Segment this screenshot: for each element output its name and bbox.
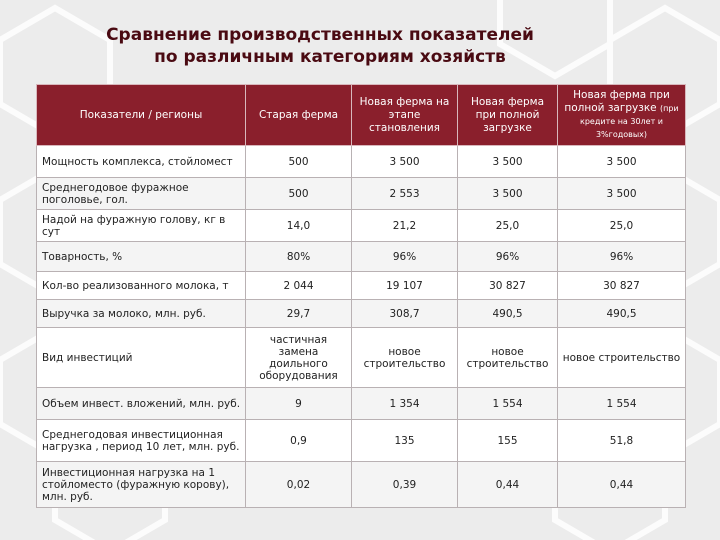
cell-old-farm: 9 [245, 387, 352, 420]
cell-new-farm-full-load: 30 827 [457, 271, 558, 300]
cell-indicator: Выручка за молоко, млн. руб. [36, 299, 246, 328]
header-new-farm-startup: Новая ферма на этапе становления [351, 84, 458, 146]
cell-new-farm-full-load: 25,0 [457, 209, 558, 242]
table-row: Надой на фуражную голову, кг в сут 14,0 21… [36, 209, 686, 242]
header-indicators: Показатели / регионы [36, 84, 246, 146]
title-line-1: Сравнение производственных показателей [106, 25, 534, 45]
table-row: Объем инвест. вложений, млн. руб. 9 1 354 1… [36, 387, 686, 420]
cell-indicator: Вид инвестиций [36, 327, 246, 388]
table-row: Вид инвестиций частичная замена доильного… [36, 327, 686, 388]
cell-old-farm: 80% [245, 241, 352, 272]
cell-new-farm-full-load-credit: 3 500 [557, 145, 686, 178]
cell-new-farm-startup: 135 [351, 419, 458, 462]
cell-indicator: Среднегодовая инвестиционная нагрузка , … [36, 419, 246, 462]
header-new-farm-full-load-credit: Новая ферма при полной загрузке (при кре… [557, 84, 686, 146]
cell-indicator: Товарность, % [36, 241, 246, 272]
cell-old-farm: 0,02 [245, 461, 352, 508]
cell-old-farm: 500 [245, 145, 352, 178]
table-row: Инвестиционная нагрузка на 1 стойломесто… [36, 461, 686, 508]
cell-new-farm-full-load-credit: 3 500 [557, 177, 686, 210]
cell-new-farm-full-load: 3 500 [457, 145, 558, 178]
cell-new-farm-full-load-credit: 25,0 [557, 209, 686, 242]
cell-new-farm-startup: 96% [351, 241, 458, 272]
cell-new-farm-startup: 21,2 [351, 209, 458, 242]
cell-old-farm: 500 [245, 177, 352, 210]
cell-indicator: Кол-во реализованного молока, т [36, 271, 246, 300]
cell-old-farm: 0,9 [245, 419, 352, 462]
cell-new-farm-startup: новое строительство [351, 327, 458, 388]
header-old-farm: Старая ферма [245, 84, 352, 146]
cell-new-farm-full-load: 155 [457, 419, 558, 462]
cell-new-farm-full-load-credit: 0,44 [557, 461, 686, 508]
comparison-table: Показатели / регионы Старая ферма Новая … [36, 84, 686, 508]
cell-new-farm-full-load: 3 500 [457, 177, 558, 210]
slide-title: Сравнение производственных показателей п… [60, 24, 580, 68]
header-new-farm-full-load: Новая ферма при полной загрузке [457, 84, 558, 146]
table-row: Товарность, % 80% 96% 96% 96% [36, 241, 686, 272]
table-row: Среднегодовая инвестиционная нагрузка , … [36, 419, 686, 462]
cell-new-farm-startup: 3 500 [351, 145, 458, 178]
cell-new-farm-full-load: 490,5 [457, 299, 558, 328]
cell-new-farm-startup: 0,39 [351, 461, 458, 508]
cell-new-farm-full-load-credit: 1 554 [557, 387, 686, 420]
table-header-row: Показатели / регионы Старая ферма Новая … [36, 84, 686, 146]
table-row: Мощность комплекса, стойломест 500 3 500 3 … [36, 145, 686, 178]
cell-new-farm-full-load-credit: 490,5 [557, 299, 686, 328]
cell-new-farm-full-load-credit: 51,8 [557, 419, 686, 462]
cell-indicator: Среднегодовое фуражное поголовье, гол. [36, 177, 246, 210]
cell-indicator: Надой на фуражную голову, кг в сут [36, 209, 246, 242]
cell-new-farm-startup: 308,7 [351, 299, 458, 328]
cell-new-farm-full-load: 1 554 [457, 387, 558, 420]
table-row: Среднегодовое фуражное поголовье, гол. 50… [36, 177, 686, 210]
cell-new-farm-startup: 2 553 [351, 177, 458, 210]
cell-indicator: Мощность комплекса, стойломест [36, 145, 246, 178]
cell-new-farm-full-load: новое строительство [457, 327, 558, 388]
header-new-farm-full-load-credit-label: Новая ферма при полной загрузке [564, 89, 670, 114]
cell-new-farm-startup: 19 107 [351, 271, 458, 300]
cell-old-farm: 29,7 [245, 299, 352, 328]
table-row: Выручка за молоко, млн. руб. 29,7 308,7 490… [36, 299, 686, 328]
cell-new-farm-full-load: 96% [457, 241, 558, 272]
title-line-2: по различным категориям хозяйств [154, 47, 506, 67]
header-credit-note: (при кредите на 30лет и 3%годовых) [580, 104, 679, 139]
cell-new-farm-full-load-credit: новое строительство [557, 327, 686, 388]
cell-indicator: Инвестиционная нагрузка на 1 стойломесто… [36, 461, 246, 508]
cell-new-farm-full-load: 0,44 [457, 461, 558, 508]
cell-old-farm: 14,0 [245, 209, 352, 242]
cell-new-farm-full-load-credit: 30 827 [557, 271, 686, 300]
cell-old-farm: частичная замена доильного оборудования [245, 327, 352, 388]
cell-indicator: Объем инвест. вложений, млн. руб. [36, 387, 246, 420]
cell-new-farm-startup: 1 354 [351, 387, 458, 420]
cell-old-farm: 2 044 [245, 271, 352, 300]
cell-new-farm-full-load-credit: 96% [557, 241, 686, 272]
